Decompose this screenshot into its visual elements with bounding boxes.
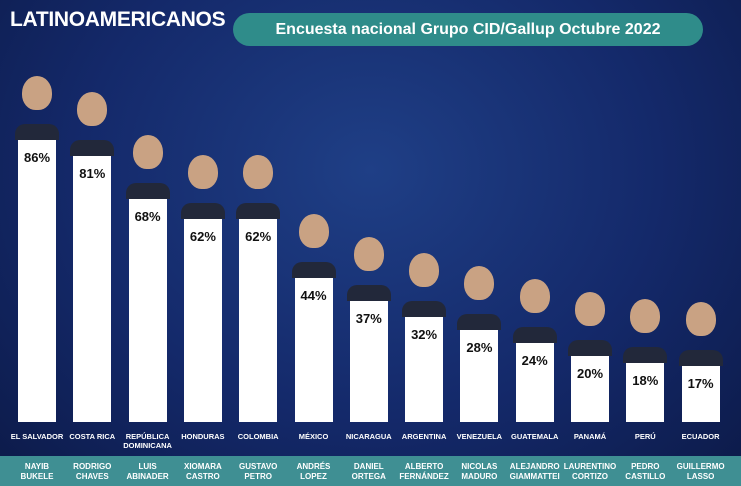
president-name: PEDRO CASTILLO — [625, 462, 666, 481]
value-label: 68% — [134, 209, 161, 225]
value-label: 62% — [245, 228, 272, 244]
portrait-body — [236, 202, 281, 219]
portrait-head — [22, 76, 52, 110]
president-name: XIOMARA CASTRO — [184, 462, 222, 481]
bar — [128, 199, 167, 422]
value-label: 44% — [300, 287, 327, 303]
portrait-head — [132, 135, 163, 170]
value-label: 37% — [355, 310, 382, 326]
portrait-body — [568, 340, 612, 357]
president-name: NICOLAS MADURO — [461, 462, 498, 481]
president-name: ALEJANDRO GIAMMATTEI — [509, 462, 560, 481]
chart-title: LATINOAMERICANOS — [10, 8, 226, 31]
category-label: REPÚBLICA DOMINICANA — [123, 432, 172, 450]
category-label: EL SALVADOR — [10, 432, 64, 441]
bar — [73, 156, 112, 422]
portrait-head — [464, 266, 495, 301]
portrait-head — [353, 236, 384, 271]
portrait-head — [298, 213, 329, 248]
category-label: HONDURAS — [181, 432, 225, 441]
president-name: DANIEL ORTEGA — [351, 462, 386, 481]
portrait-body — [678, 350, 723, 367]
portrait-head — [77, 92, 108, 127]
value-label: 81% — [79, 166, 106, 182]
portrait-body — [623, 346, 668, 363]
portrait-head — [519, 279, 550, 314]
category-label: PERÚ — [634, 432, 656, 441]
category-label: ARGENTINA — [401, 432, 447, 441]
president-name: RODRIGO CHAVES — [73, 462, 112, 481]
bar — [18, 140, 56, 422]
portrait-body — [125, 183, 170, 200]
names-band — [0, 456, 741, 486]
portrait-body — [291, 261, 336, 278]
value-label: 18% — [632, 372, 659, 388]
value-label: 86% — [23, 150, 51, 165]
portrait-body — [15, 124, 59, 140]
value-label: 28% — [466, 340, 493, 356]
portrait-body — [346, 284, 391, 301]
portrait-body — [70, 140, 115, 157]
category-label: ECUADOR — [681, 432, 720, 441]
value-label: 17% — [687, 376, 714, 392]
portrait-body — [180, 202, 225, 219]
category-label: GUATEMALA — [511, 432, 559, 441]
portrait-head — [187, 154, 218, 189]
portrait-body — [457, 314, 502, 331]
bar — [460, 330, 499, 422]
bar — [571, 356, 609, 422]
value-label: 24% — [521, 353, 548, 369]
category-label: VENEZUELA — [456, 432, 503, 441]
president-name: NAYIB BUKELE — [20, 462, 54, 481]
value-label: 20% — [576, 366, 604, 382]
category-label: PANAMÁ — [573, 432, 607, 441]
chart-subtitle: Encuesta nacional Grupo CID/Gallup Octub… — [275, 21, 661, 38]
category-label: COSTA RICA — [69, 432, 116, 441]
president-name: GUSTAVO PETRO — [239, 462, 278, 481]
portrait-body — [512, 327, 557, 344]
value-label: 32% — [411, 327, 438, 343]
bar — [349, 300, 388, 422]
subtitle-pill — [233, 13, 703, 46]
president-name: GUILLERMO LASSO — [676, 462, 725, 481]
category-label: NICARAGUA — [345, 432, 392, 441]
portrait-body — [402, 301, 447, 318]
president-name: ANDRÉS LOPEZ — [296, 462, 331, 481]
bar — [515, 343, 554, 422]
bar — [626, 362, 665, 422]
portrait-head — [409, 253, 440, 288]
category-label: MÉXICO — [298, 432, 329, 441]
bar — [183, 218, 222, 422]
portrait-head — [685, 302, 716, 337]
bar — [294, 277, 333, 422]
portrait-head — [630, 298, 661, 333]
president-name: LUIS ABINADER — [126, 462, 169, 481]
portrait-head — [575, 292, 605, 327]
president-name: LAURENTINO CORTIZO — [563, 462, 617, 481]
category-label: COLOMBIA — [237, 432, 279, 441]
portrait-head — [243, 154, 274, 189]
president-name: ALBERTO FERNÁNDEZ — [399, 462, 449, 481]
bar — [405, 317, 444, 422]
bar — [239, 218, 278, 422]
value-label: 62% — [189, 228, 216, 244]
bar — [681, 366, 720, 422]
